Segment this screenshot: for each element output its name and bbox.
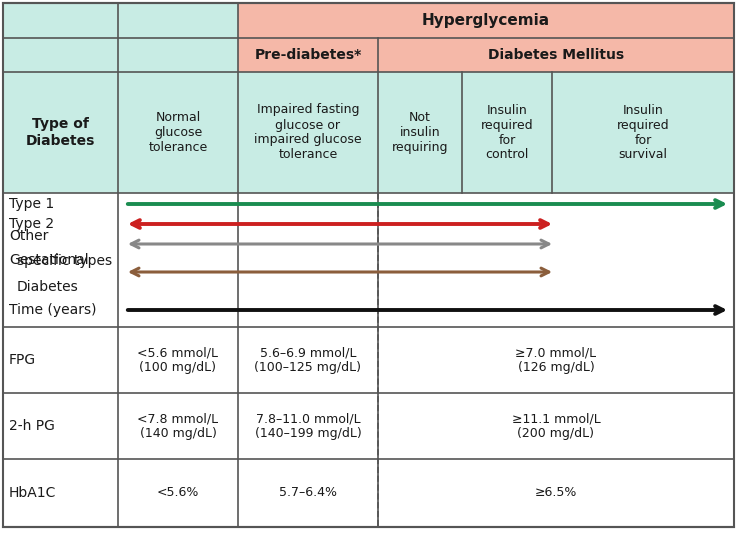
Text: FPG: FPG xyxy=(9,353,36,367)
Text: Insulin
required
for
survival: Insulin required for survival xyxy=(617,103,669,161)
Text: Type 2: Type 2 xyxy=(9,217,54,231)
Text: ≥6.5%: ≥6.5% xyxy=(535,487,577,500)
Text: Type of
Diabetes: Type of Diabetes xyxy=(26,117,95,147)
Text: Not
insulin
requiring: Not insulin requiring xyxy=(392,111,448,154)
Text: HbA1C: HbA1C xyxy=(9,486,56,500)
Bar xyxy=(378,38,734,72)
Text: Normal
glucose
tolerance: Normal glucose tolerance xyxy=(148,111,208,154)
Bar xyxy=(3,193,734,327)
Text: Diabetes: Diabetes xyxy=(17,280,79,294)
Bar xyxy=(3,3,238,193)
Text: Other: Other xyxy=(9,229,49,243)
Text: Type 1: Type 1 xyxy=(9,197,55,211)
Text: Hyperglycemia: Hyperglycemia xyxy=(422,13,550,28)
Text: Time (years): Time (years) xyxy=(9,303,97,317)
Text: Impaired fasting
glucose or
impaired glucose
tolerance: Impaired fasting glucose or impaired glu… xyxy=(254,103,362,161)
Text: <5.6 mmol/L
(100 mg/dL): <5.6 mmol/L (100 mg/dL) xyxy=(138,346,218,374)
Bar xyxy=(238,38,378,72)
Text: 5.6–6.9 mmol/L
(100–125 mg/dL): 5.6–6.9 mmol/L (100–125 mg/dL) xyxy=(254,346,362,374)
Text: Diabetes Mellitus: Diabetes Mellitus xyxy=(488,48,624,62)
Text: <7.8 mmol/L
(140 mg/dL): <7.8 mmol/L (140 mg/dL) xyxy=(137,412,219,440)
Text: ≥7.0 mmol/L
(126 mg/dL): ≥7.0 mmol/L (126 mg/dL) xyxy=(515,346,596,374)
Text: 2-h PG: 2-h PG xyxy=(9,419,55,433)
Text: Pre-diabetes*: Pre-diabetes* xyxy=(254,48,362,62)
Text: <5.6%: <5.6% xyxy=(157,487,199,500)
Text: specific types: specific types xyxy=(17,254,112,268)
Bar xyxy=(238,72,734,193)
Bar xyxy=(238,3,734,38)
Text: Insulin
required
for
control: Insulin required for control xyxy=(481,103,534,161)
Text: ≥11.1 mmol/L
(200 mg/dL): ≥11.1 mmol/L (200 mg/dL) xyxy=(511,412,601,440)
Text: 7.8–11.0 mmol/L
(140–199 mg/dL): 7.8–11.0 mmol/L (140–199 mg/dL) xyxy=(254,412,361,440)
Text: 5.7–6.4%: 5.7–6.4% xyxy=(279,487,337,500)
Text: Gestational: Gestational xyxy=(9,253,88,267)
